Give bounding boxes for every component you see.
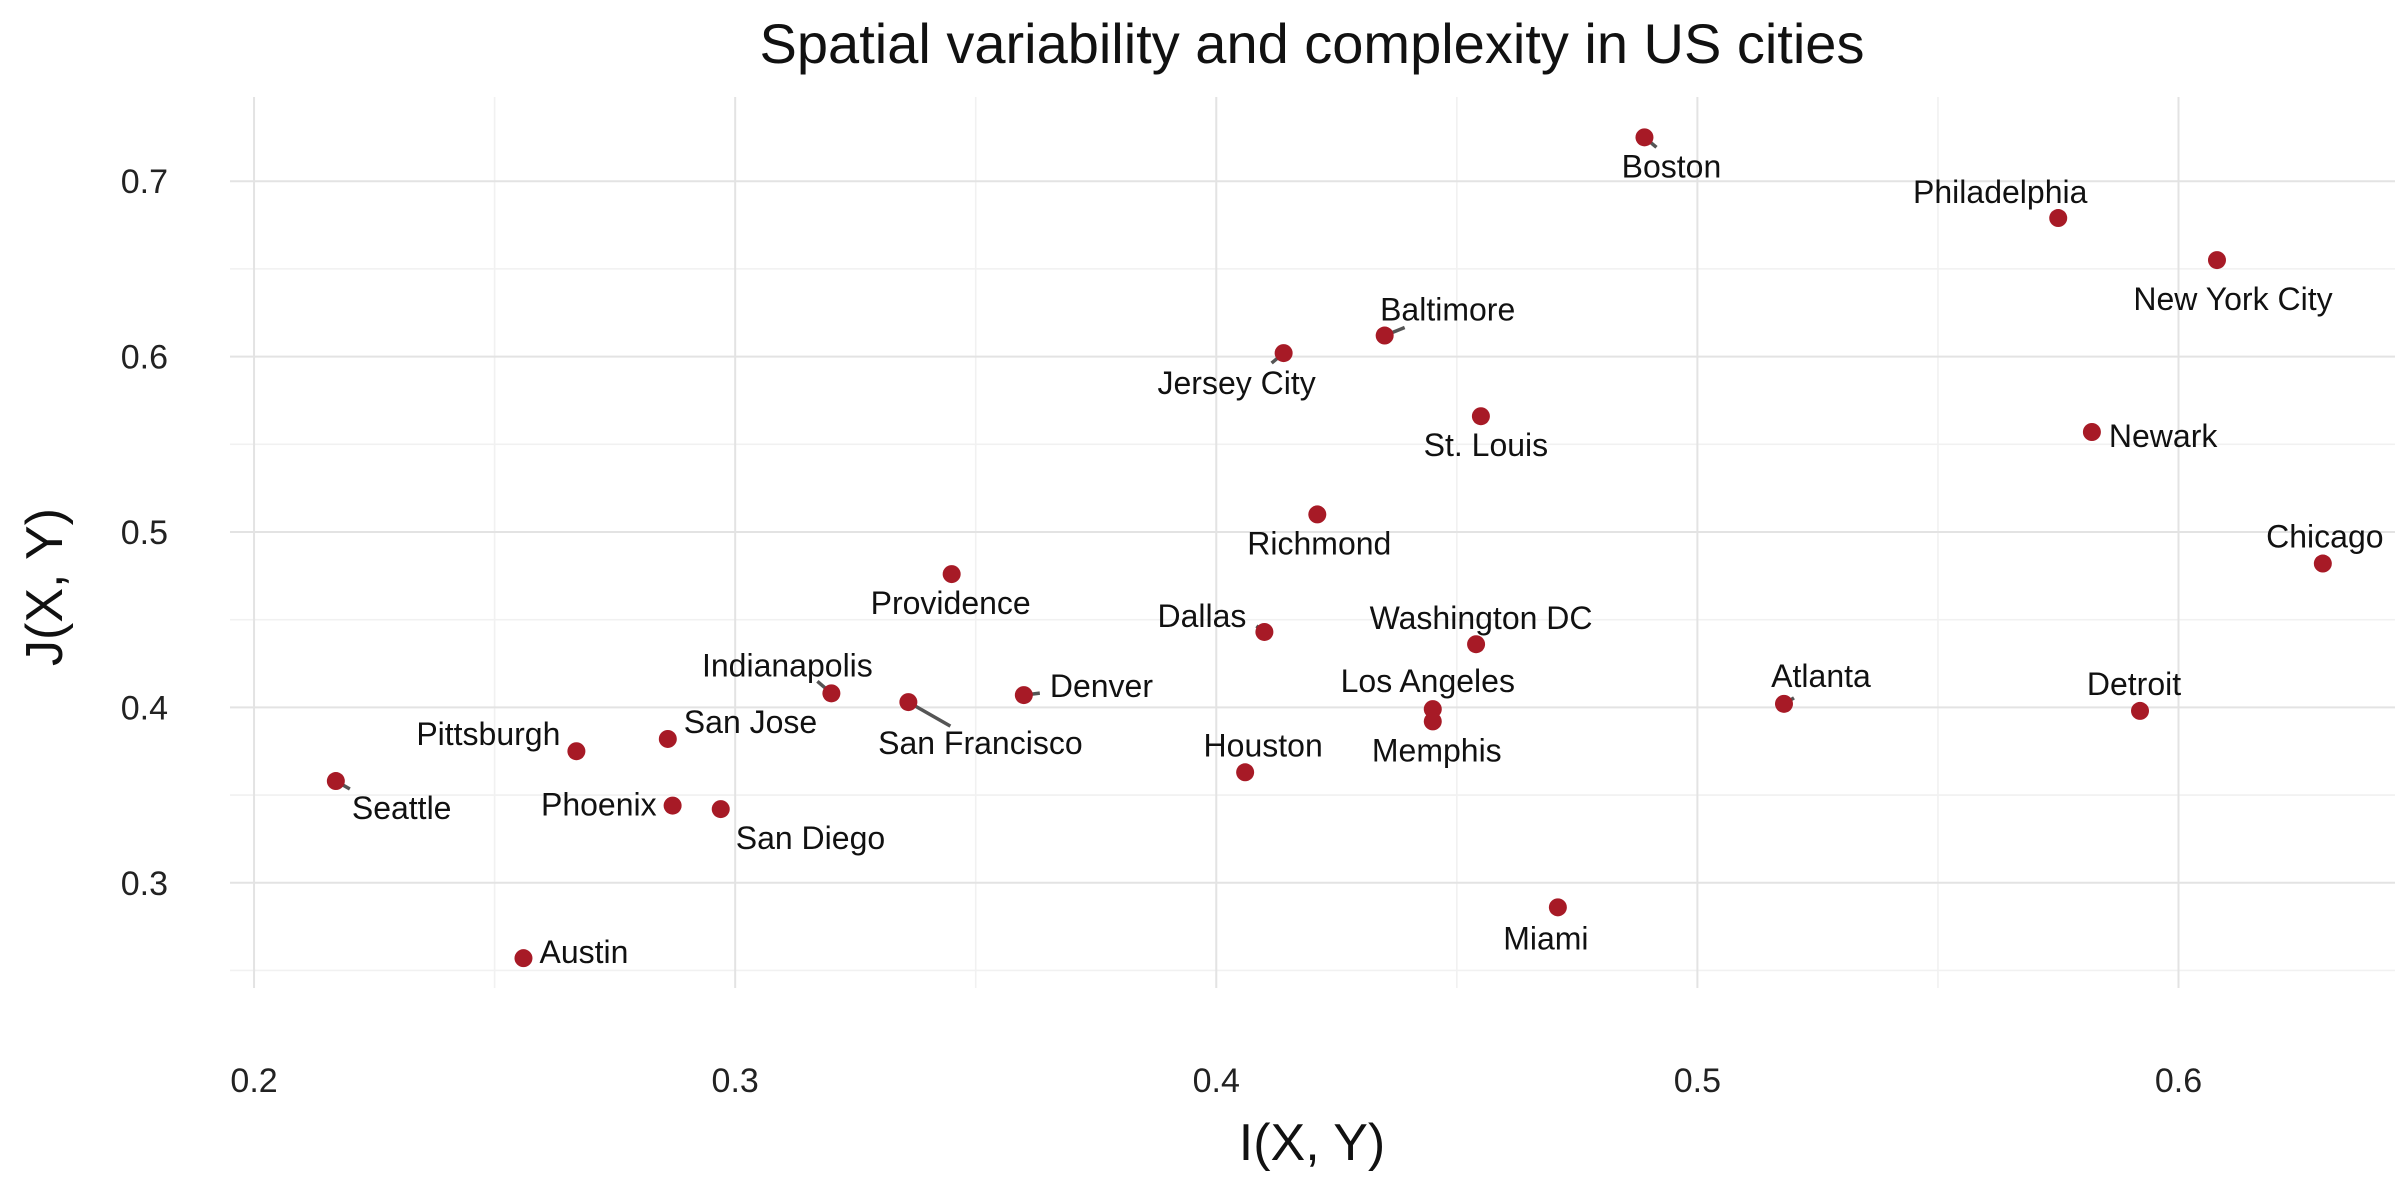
data-point [2131, 701, 2150, 720]
point-label: Denver [1050, 668, 1154, 704]
data-point [899, 693, 918, 712]
data-point [1467, 635, 1486, 654]
data-point [2082, 423, 2101, 442]
x-tick-label: 0.5 [1674, 1062, 1721, 1100]
x-tick-label: 0.6 [2155, 1062, 2202, 1100]
y-tick-label: 0.4 [121, 689, 168, 727]
point-labels: Boston Philadelphia New York City Baltimore… [352, 148, 2384, 970]
data-point [2207, 251, 2226, 270]
point-label: Houston [1204, 727, 1323, 763]
point-label: Newark [2109, 418, 2218, 454]
data-point [711, 800, 730, 819]
x-axis-title: I(X, Y) [1239, 1114, 1385, 1172]
data-point [1255, 622, 1274, 641]
data-point [326, 772, 345, 791]
data-point [942, 565, 961, 584]
y-tick-label: 0.7 [121, 163, 168, 201]
y-tick-label: 0.6 [121, 339, 168, 377]
data-point [514, 949, 533, 968]
data-point [567, 742, 586, 761]
data-point [1548, 898, 1567, 917]
data-point [1423, 712, 1442, 731]
data-point [2313, 554, 2332, 573]
point-label: San Jose [684, 704, 817, 740]
y-axis-title: J(X, Y) [16, 508, 74, 666]
data-point [1774, 694, 1793, 713]
point-label: Washington DC [1370, 600, 1593, 636]
point-label: New York City [2133, 281, 2332, 317]
point-label: Detroit [2087, 666, 2181, 702]
point-label: St. Louis [1424, 427, 1549, 463]
data-point [1014, 686, 1033, 705]
point-label: Atlanta [1771, 658, 1871, 694]
data-point [1471, 407, 1490, 426]
point-label: Dallas [1157, 598, 1246, 634]
data-point [2049, 209, 2068, 228]
point-label: Providence [871, 585, 1031, 621]
x-tick-label: 0.2 [230, 1062, 277, 1100]
y-tick-label: 0.5 [121, 514, 168, 552]
point-label: Jersey City [1158, 365, 1316, 401]
point-label: Seattle [352, 790, 452, 826]
point-label: Richmond [1247, 525, 1391, 561]
point-label: Memphis [1372, 732, 1502, 768]
data-point [1274, 344, 1293, 363]
axis-ticks: 0.2 0.3 0.4 0.5 0.6 0.3 0.4 0.5 0.6 0.7 [121, 163, 2202, 1100]
point-label: Indianapolis [702, 647, 873, 683]
point-label: Boston [1622, 148, 1722, 184]
point-label: San Diego [736, 820, 885, 856]
point-label: Phoenix [541, 787, 657, 823]
point-label: Miami [1503, 920, 1588, 956]
data-point [1375, 326, 1394, 345]
point-label: Philadelphia [1913, 174, 2088, 210]
data-point [658, 729, 677, 748]
point-label: Baltimore [1380, 292, 1515, 328]
data-point [1308, 505, 1327, 524]
grid [230, 97, 2395, 988]
point-label: Austin [539, 934, 628, 970]
data-point [663, 796, 682, 815]
y-tick-label: 0.3 [121, 865, 168, 903]
point-label: Los Angeles [1341, 663, 1515, 699]
x-tick-label: 0.4 [1193, 1062, 1240, 1100]
point-label: Pittsburgh [416, 716, 560, 752]
data-points [326, 128, 2332, 968]
data-point [1236, 763, 1255, 782]
x-tick-label: 0.3 [712, 1062, 759, 1100]
data-point [822, 684, 841, 703]
point-label: San Francisco [878, 725, 1083, 761]
data-point [1635, 128, 1654, 147]
point-label: Chicago [2266, 519, 2383, 555]
chart-title: Spatial variability and complexity in US… [760, 12, 1865, 75]
